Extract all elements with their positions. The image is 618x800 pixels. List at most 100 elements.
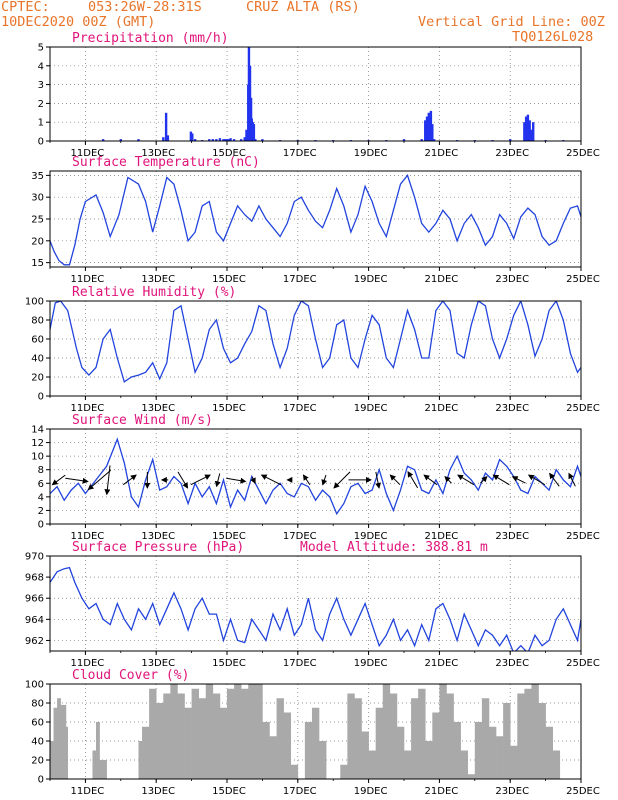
rh-xtick-label-0: 11DEC <box>71 403 105 414</box>
cloud-bar-52 <box>396 726 405 779</box>
wind-vector-24 <box>480 475 488 484</box>
precip-bar-31 <box>261 139 264 141</box>
pres-ytick-label-1: 964 <box>25 615 44 626</box>
pres-xtick-label-0: 11DEC <box>71 658 105 669</box>
cloud-bar-37 <box>290 764 299 779</box>
precip-bar-3 <box>162 137 165 141</box>
rh-ytick-label-1: 20 <box>31 373 44 384</box>
precip-bar-46 <box>431 124 434 141</box>
cloud-xtick-label-6: 23DEC <box>495 786 529 797</box>
precip-title: Precipitation (mm/h) <box>72 31 229 46</box>
pres-line <box>50 566 581 651</box>
precip-bar-20 <box>239 139 243 141</box>
pres-panel: 962 964 966 968 970 11DEC 13DEC 15DEC 17DEC 19DEC… <box>25 540 600 669</box>
wind-vector-15 <box>321 474 328 486</box>
precip-series <box>101 47 565 141</box>
rh-ytick-label-5: 100 <box>25 297 44 308</box>
temp-xtick-label-6: 23DEC <box>495 274 529 285</box>
wind-vector-29 <box>568 472 576 487</box>
precip-bar-10 <box>208 139 211 141</box>
pres-ytick-label-4: 970 <box>25 552 44 563</box>
cloud-bar-41 <box>319 741 327 779</box>
rh-xtick-label-2: 15DEC <box>212 403 246 414</box>
cloud-bar-58 <box>439 684 447 779</box>
rh-xtick-label-3: 17DEC <box>283 403 317 414</box>
wind-ytick-label-5: 10 <box>31 452 44 463</box>
precip-bar-56 <box>530 129 533 141</box>
rh-ytick-label-0: 0 <box>38 392 44 403</box>
cloud-bar-1 <box>53 707 58 779</box>
rh-frame <box>49 300 582 397</box>
temp-ytick-label-3: 30 <box>31 193 44 204</box>
temp-ytick-label-2: 25 <box>31 215 44 226</box>
cloud-bar-28 <box>227 688 235 779</box>
cloud-xtick-label-2: 15DEC <box>212 786 246 797</box>
precip-bar-41 <box>424 120 427 141</box>
cloud-bar-40 <box>311 707 320 779</box>
precip-xtick-label-3: 17DEC <box>283 148 317 159</box>
precip-xtick-label-4: 19DEC <box>354 148 388 159</box>
cloud-bar-0 <box>50 741 54 779</box>
wind-title: Surface Wind (m/s) <box>72 413 213 428</box>
cloud-bar-9 <box>99 760 107 779</box>
cloud-bar-66 <box>496 736 504 779</box>
pres-xtick-label-3: 17DEC <box>283 658 317 669</box>
cloud-bar-61 <box>460 750 469 779</box>
model-code-label: TQ0126L028 <box>512 29 594 45</box>
cloud-ytick-label-3: 60 <box>31 718 44 729</box>
cloud-bar-64 <box>481 698 490 779</box>
wind-vector-22 <box>444 475 452 484</box>
precip-bar-42 <box>425 116 429 141</box>
header: CPTEC: 053:26W-28:31S CRUZ ALTA (RS) 10D… <box>0 0 618 45</box>
cloud-bar-23 <box>191 688 199 779</box>
precip-ytick-label-0: 0 <box>38 137 44 148</box>
precip-bar-22 <box>245 129 248 141</box>
rh-series <box>50 301 581 383</box>
precip-bar-19 <box>232 139 236 141</box>
cloud-xtick-label-5: 21DEC <box>425 786 459 797</box>
wind-xtick-label-2: 15DEC <box>212 531 246 542</box>
precip-ytick-label-2: 2 <box>38 99 44 110</box>
precip-bar-55 <box>528 120 531 141</box>
pres-xtick-label-1: 13DEC <box>141 658 175 669</box>
cloud-title: Cloud Cover (%) <box>72 668 189 683</box>
precip-bar-7 <box>191 133 194 141</box>
pres-xtick-label-5: 21DEC <box>425 658 459 669</box>
precip-bar-54 <box>526 114 530 141</box>
cloud-panel: 0 20 40 60 80 100 11DEC 13DEC 15DEC 17DEC 19DEC 21D… <box>25 668 600 797</box>
wind-vector-20 <box>407 471 419 489</box>
wind-series <box>50 437 581 516</box>
wind-vector-16 <box>333 471 351 489</box>
cloud-ytick-label-2: 40 <box>31 737 44 748</box>
precip-xtick-label-5: 21DEC <box>425 148 459 159</box>
cloud-bar-8 <box>96 722 100 779</box>
precip-bar-5 <box>166 135 170 141</box>
temp-title: Surface Temperature (nC) <box>72 155 260 170</box>
run-date-label: 10DEC2020 00Z (GMT) <box>1 14 156 30</box>
cloud-ytick-label-5: 100 <box>25 680 44 691</box>
precip-bar-12 <box>215 139 218 141</box>
wind-vector-9 <box>214 473 221 488</box>
rh-xtick-label-7: 25DEC <box>566 403 600 414</box>
wind-vector-28 <box>549 472 560 487</box>
cloud-xtick-label-4: 19DEC <box>354 786 388 797</box>
cloud-bar-46 <box>354 698 362 779</box>
cloud-bar-22 <box>184 707 192 779</box>
rh-line <box>50 301 581 383</box>
temp-line <box>50 174 581 266</box>
precip-xtick-label-7: 25DEC <box>566 148 600 159</box>
cloud-bar-29 <box>234 684 242 779</box>
pres-annotation: Model Altitude: 388.81 m <box>300 540 488 555</box>
precip-xtick-label-0: 11DEC <box>71 148 105 159</box>
cloud-bar-51 <box>389 693 398 779</box>
precip-ytick-label-3: 3 <box>38 80 44 91</box>
cloud-bar-24 <box>198 698 207 779</box>
precip-bar-11 <box>211 139 215 141</box>
cloud-bar-45 <box>347 693 355 779</box>
cloud-bar-33 <box>262 722 270 779</box>
wind-vector-4 <box>122 474 137 486</box>
temp-xtick-label-2: 15DEC <box>212 274 246 285</box>
rh-xtick-label-1: 13DEC <box>141 403 175 414</box>
precip-ytick-label-1: 1 <box>38 118 44 129</box>
wind-vector-23 <box>457 474 475 486</box>
